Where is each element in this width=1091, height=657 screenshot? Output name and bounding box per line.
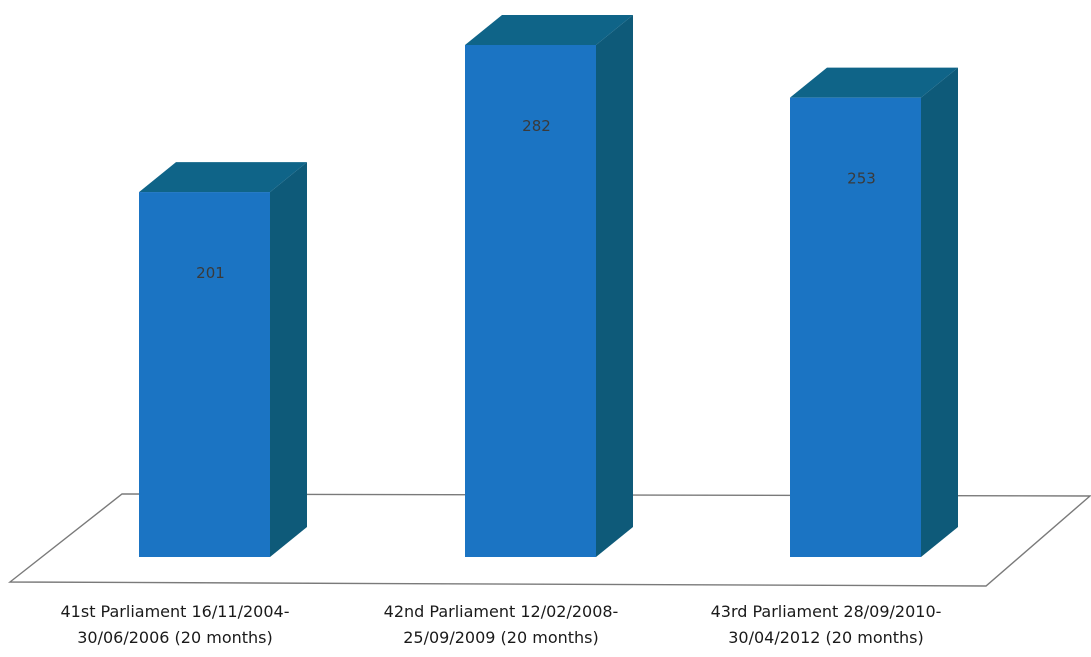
bar-side: [596, 15, 633, 557]
data-label: 282: [522, 117, 551, 135]
category-label: 30/04/2012 (20 months): [728, 628, 924, 647]
bar-front: [790, 97, 921, 558]
data-label: 201: [196, 264, 225, 282]
labels-layer: 201 41st Parliament 16/11/2004- 30/06/2006…: [61, 117, 942, 647]
bar-side: [270, 162, 307, 557]
bar-front: [139, 192, 270, 557]
data-label: 253: [847, 170, 876, 188]
category-label: 30/06/2006 (20 months): [77, 628, 273, 647]
category-label: 42nd Parliament 12/02/2008-: [384, 602, 619, 621]
bar: [465, 15, 633, 557]
bar: [139, 162, 307, 557]
bar: [790, 67, 958, 558]
category-label: 41st Parliament 16/11/2004-: [61, 602, 290, 621]
bar-top: [465, 15, 633, 45]
category-label: 25/09/2009 (20 months): [403, 628, 599, 647]
bar-top: [139, 162, 307, 193]
category-label: 43rd Parliament 28/09/2010-: [711, 602, 942, 621]
bar-front: [465, 45, 596, 557]
bars-layer: [139, 15, 958, 558]
bar-top: [790, 67, 958, 98]
bar-side: [921, 67, 958, 558]
